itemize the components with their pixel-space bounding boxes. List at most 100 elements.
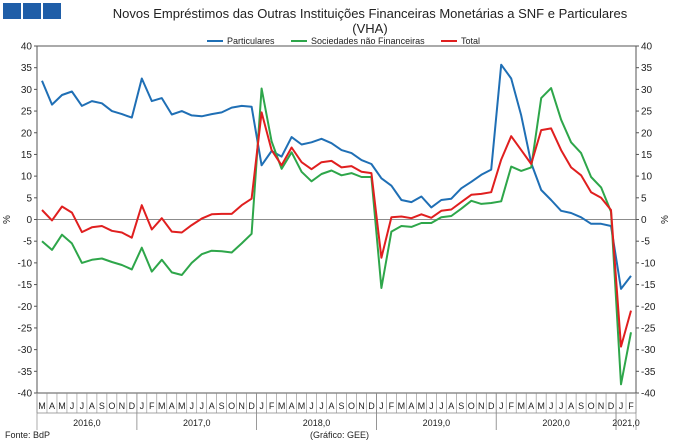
x-year-label: 2020,0 xyxy=(542,418,570,428)
y-tick-label-left: -15 xyxy=(18,280,33,291)
x-month-label: A xyxy=(49,401,55,411)
x-month-label: J xyxy=(429,401,434,411)
x-month-label: O xyxy=(468,401,475,411)
y-tick-label-left: 40 xyxy=(21,42,33,53)
y-tick-label-left: -40 xyxy=(18,389,33,400)
y-tick-label-right: 30 xyxy=(641,85,653,96)
x-month-label: J xyxy=(70,401,75,411)
y-tick-label-left: 0 xyxy=(26,215,32,226)
x-month-label: N xyxy=(238,401,245,411)
x-month-label: M xyxy=(178,401,186,411)
x-month-label: D xyxy=(129,401,136,411)
x-month-label: J xyxy=(199,401,204,411)
x-month-label: O xyxy=(348,401,355,411)
y-tick-label-left: -35 xyxy=(18,367,33,378)
y-tick-label-left: -10 xyxy=(18,258,33,269)
x-month-label: J xyxy=(309,401,314,411)
logo-block xyxy=(3,3,21,19)
x-month-label: J xyxy=(80,401,85,411)
y-tick-label-right: -30 xyxy=(641,345,656,356)
x-year-label: 2021,0 xyxy=(612,418,640,428)
y-tick-label-left: 35 xyxy=(21,63,33,74)
x-month-label: J xyxy=(319,401,324,411)
x-month-label: M xyxy=(278,401,286,411)
x-month-label: M xyxy=(537,401,545,411)
y-tick-label-left: -20 xyxy=(18,302,33,313)
y-tick-label-right: -20 xyxy=(641,302,656,313)
x-year-label: 2016,0 xyxy=(73,418,101,428)
x-month-label: F xyxy=(508,401,514,411)
x-month-label: N xyxy=(598,401,605,411)
x-month-label: J xyxy=(189,401,194,411)
y-tick-label-right: 15 xyxy=(641,150,653,161)
y-tick-label-left: 25 xyxy=(21,107,33,118)
x-month-label: M xyxy=(418,401,426,411)
y-tick-label-left: -30 xyxy=(18,345,33,356)
x-month-label: J xyxy=(619,401,624,411)
gee-logo xyxy=(3,3,61,19)
y-tick-label-left: 10 xyxy=(21,172,33,183)
x-month-label: S xyxy=(219,401,225,411)
x-month-label: J xyxy=(379,401,384,411)
x-month-label: A xyxy=(568,401,574,411)
legend-label: Sociedades não Financeiras xyxy=(311,36,425,46)
y-tick-label-right: 25 xyxy=(641,107,653,118)
x-month-label: D xyxy=(368,401,375,411)
x-month-label: J xyxy=(559,401,564,411)
x-month-label: S xyxy=(99,401,105,411)
x-month-label: D xyxy=(608,401,615,411)
x-month-label: F xyxy=(269,401,275,411)
x-month-label: D xyxy=(488,401,495,411)
y-tick-label-left: 5 xyxy=(26,193,32,204)
y-tick-label-left: 30 xyxy=(21,85,33,96)
y-tick-label-right: 40 xyxy=(641,42,653,53)
logo-block xyxy=(43,3,61,19)
x-month-label: S xyxy=(338,401,344,411)
y-tick-label-left: 20 xyxy=(21,128,33,139)
x-month-label: M xyxy=(38,401,46,411)
y-tick-label-right: -10 xyxy=(641,258,656,269)
x-month-label: F xyxy=(389,401,395,411)
x-month-label: A xyxy=(329,401,335,411)
series-line xyxy=(41,111,632,348)
chart-title-line1: Novos Empréstimos das Outras Instituiçõe… xyxy=(112,6,628,21)
x-month-label: J xyxy=(140,401,145,411)
x-month-label: A xyxy=(448,401,454,411)
x-month-label: A xyxy=(289,401,295,411)
x-month-label: F xyxy=(628,401,634,411)
y-tick-label-right: 5 xyxy=(641,193,647,204)
y-tick-label-right: 10 xyxy=(641,172,653,183)
y-tick-label-right: -25 xyxy=(641,323,656,334)
legend-label: Particulares xyxy=(227,36,275,46)
x-month-label: S xyxy=(578,401,584,411)
x-month-label: O xyxy=(228,401,235,411)
chart-title-line2: (VHA) xyxy=(352,21,388,36)
y-axis-label-left: % xyxy=(2,215,13,224)
x-month-label: N xyxy=(358,401,365,411)
legend-label: Total xyxy=(461,36,480,46)
x-month-label: J xyxy=(499,401,504,411)
x-year-label: 2018,0 xyxy=(303,418,331,428)
y-tick-label-left: 15 xyxy=(21,150,33,161)
x-month-label: M xyxy=(58,401,66,411)
y-tick-label-right: 0 xyxy=(641,215,647,226)
x-month-label: N xyxy=(119,401,126,411)
x-month-label: A xyxy=(169,401,175,411)
x-month-label: O xyxy=(588,401,595,411)
x-month-label: O xyxy=(108,401,115,411)
x-year-label: 2017,0 xyxy=(183,418,211,428)
x-month-label: F xyxy=(149,401,155,411)
x-month-label: M xyxy=(158,401,166,411)
series-line xyxy=(41,63,632,290)
y-tick-label-right: 20 xyxy=(641,128,653,139)
x-month-label: A xyxy=(528,401,534,411)
x-month-label: M xyxy=(298,401,306,411)
y-tick-label-left: -5 xyxy=(23,237,32,248)
x-month-label: A xyxy=(89,401,95,411)
x-year-label: 2019,0 xyxy=(423,418,451,428)
y-tick-label-right: -5 xyxy=(641,237,650,248)
x-month-label: A xyxy=(408,401,414,411)
y-tick-label-right: -15 xyxy=(641,280,656,291)
y-tick-label-right: 35 xyxy=(641,63,653,74)
